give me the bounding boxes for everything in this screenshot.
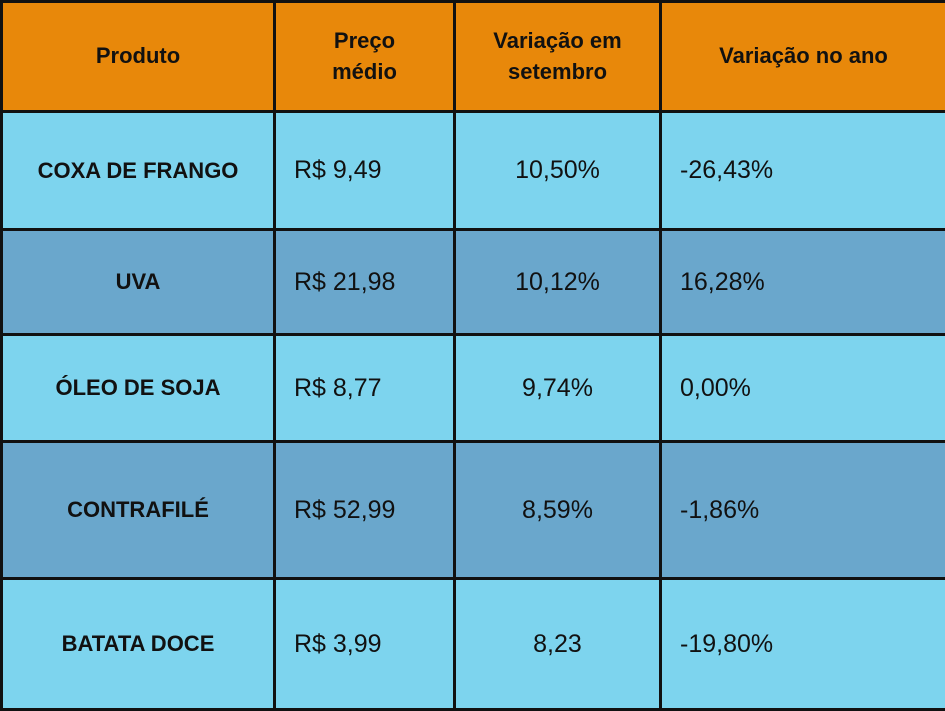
product-cell: UVA <box>2 230 275 335</box>
header-sep: Variação em setembro <box>455 2 661 112</box>
year-cell: 0,00% <box>661 335 945 442</box>
sep-cell: 10,50% <box>455 112 661 230</box>
table-row: UVA R$ 21,98 10,12% 16,28% <box>2 230 945 335</box>
year-cell: -19,80% <box>661 579 945 710</box>
table-row: BATATA DOCE R$ 3,99 8,23 -19,80% <box>2 579 945 710</box>
header-product: Produto <box>2 2 275 112</box>
sep-cell: 8,23 <box>455 579 661 710</box>
product-cell: COXA DE FRANGO <box>2 112 275 230</box>
table-row: COXA DE FRANGO R$ 9,49 10,50% -26,43% <box>2 112 945 230</box>
product-cell: CONTRAFILÉ <box>2 442 275 579</box>
sep-cell: 8,59% <box>455 442 661 579</box>
sep-cell: 10,12% <box>455 230 661 335</box>
table-row: CONTRAFILÉ R$ 52,99 8,59% -1,86% <box>2 442 945 579</box>
year-cell: 16,28% <box>661 230 945 335</box>
product-cell: BATATA DOCE <box>2 579 275 710</box>
price-cell: R$ 9,49 <box>275 112 455 230</box>
header-price: Preço médio <box>275 2 455 112</box>
header-year: Variação no ano <box>661 2 945 112</box>
price-cell: R$ 52,99 <box>275 442 455 579</box>
price-cell: R$ 3,99 <box>275 579 455 710</box>
year-cell: -26,43% <box>661 112 945 230</box>
sep-cell: 9,74% <box>455 335 661 442</box>
table-row: ÓLEO DE SOJA R$ 8,77 9,74% 0,00% <box>2 335 945 442</box>
price-cell: R$ 21,98 <box>275 230 455 335</box>
price-cell: R$ 8,77 <box>275 335 455 442</box>
header-row: Produto Preço médio Variação em setembro… <box>2 2 945 112</box>
product-cell: ÓLEO DE SOJA <box>2 335 275 442</box>
year-cell: -1,86% <box>661 442 945 579</box>
